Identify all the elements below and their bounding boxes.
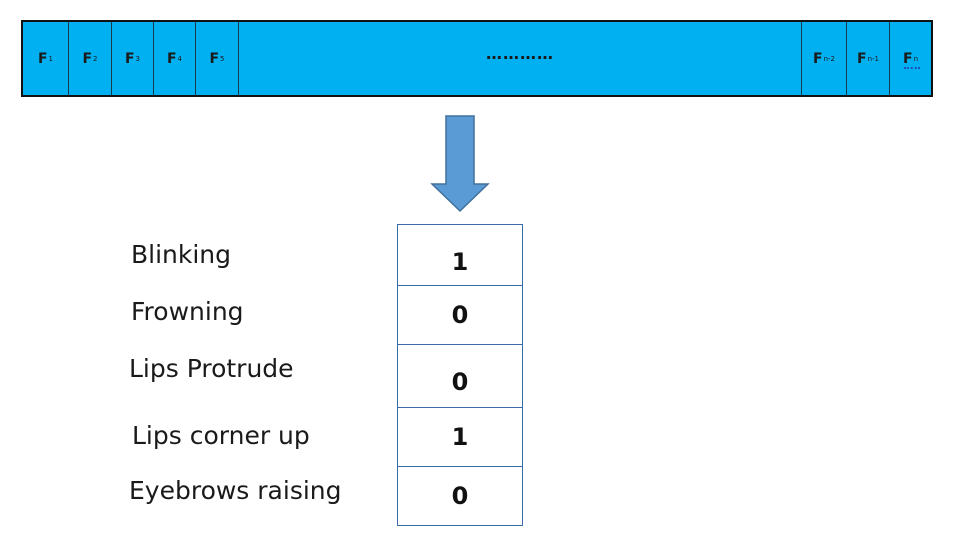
frame-ellipsis: …………: [239, 22, 802, 95]
feature-value-lips-corner-up: 1: [397, 407, 523, 467]
feature-value-eyebrows-raising: 0: [397, 466, 523, 526]
feature-label-frowning: Frowning: [131, 297, 244, 326]
ellipsis-dots: …………: [486, 44, 554, 63]
frame-n-minus-2-index: n-2: [823, 54, 835, 63]
frame-4-letter: F: [166, 50, 177, 67]
feature-label-lips-protrude: Lips Protrude: [129, 354, 294, 383]
frame-n-minus-2-letter: F: [813, 50, 823, 67]
feature-label-lips-corner-up: Lips corner up: [132, 421, 310, 450]
spellcheck-underline: [903, 64, 920, 69]
frame-2-index: 2: [93, 54, 98, 63]
feature-label-blinking: Blinking: [131, 240, 232, 269]
frame-3-index: 3: [135, 54, 141, 63]
frame-3-letter: F: [124, 50, 135, 67]
feature-label-eyebrows-raising: Eyebrows raising: [129, 476, 342, 505]
frame-5-letter: F: [209, 50, 220, 67]
feature-value-lips-protrude: 0: [397, 344, 523, 408]
frame-2-letter: F: [82, 50, 93, 67]
frame-n-letter: F: [902, 50, 913, 67]
down-arrow-icon: [430, 115, 490, 213]
frame-n-index: n: [913, 54, 918, 63]
feature-value-blinking: 1: [397, 224, 523, 286]
frame-5-index: 5: [220, 54, 225, 63]
frame-1-letter: F: [37, 50, 48, 67]
frame-1-index: 1: [48, 54, 54, 63]
frame-4-index: 4: [177, 54, 183, 63]
frame-n-minus-1-letter: F: [857, 50, 867, 67]
feature-value-frowning: 0: [397, 285, 523, 345]
frame-n-minus-1-index: n-1: [867, 54, 879, 63]
